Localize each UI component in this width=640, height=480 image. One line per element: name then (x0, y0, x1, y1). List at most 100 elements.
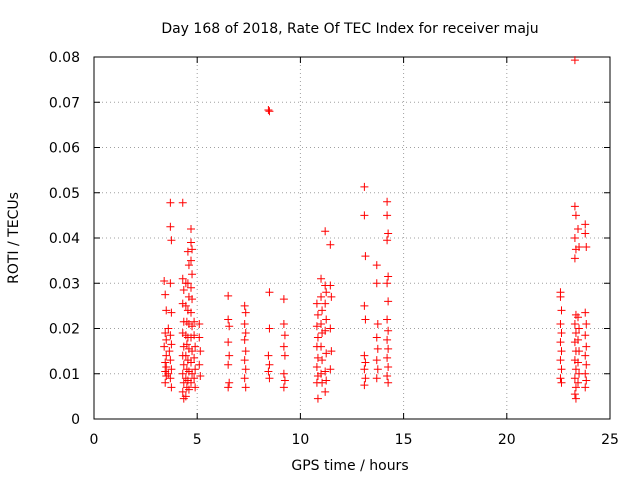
data-point (178, 387, 187, 396)
data-point (183, 247, 192, 256)
data-point (181, 351, 190, 360)
data-point (166, 279, 175, 288)
data-point (241, 308, 250, 317)
data-point (372, 279, 381, 288)
x-tick-label: 5 (193, 432, 202, 448)
data-point (162, 372, 171, 381)
data-point (582, 360, 591, 369)
data-point (179, 286, 188, 295)
y-tick-label: 0.05 (49, 186, 80, 202)
data-point (188, 295, 197, 304)
data-point (167, 236, 176, 245)
data-point (326, 365, 335, 374)
data-point (384, 362, 393, 371)
data-point (279, 342, 288, 351)
data-point (322, 376, 331, 385)
data-point (373, 365, 382, 374)
data-point (183, 279, 192, 288)
data-point (224, 338, 233, 347)
data-point (582, 319, 591, 328)
data-point (224, 291, 233, 300)
data-point (164, 324, 173, 333)
y-tick-label: 0.03 (49, 276, 80, 292)
data-point (265, 360, 274, 369)
data-point (571, 211, 580, 220)
data-point (280, 331, 289, 340)
data-point (570, 234, 579, 242)
data-point (224, 315, 233, 324)
data-point (571, 394, 580, 403)
data-point (312, 299, 321, 308)
data-point (326, 281, 335, 290)
data-point (581, 351, 590, 360)
data-point (575, 347, 584, 356)
data-point (384, 272, 393, 281)
data-point (241, 347, 250, 356)
data-point (187, 378, 196, 387)
data-point (313, 310, 322, 319)
data-point (279, 383, 288, 392)
data-point (187, 283, 196, 292)
data-point (321, 367, 330, 376)
data-point (190, 353, 199, 362)
data-point (360, 381, 369, 390)
data-point (178, 198, 187, 207)
data-point (322, 315, 331, 324)
data-point (167, 340, 176, 349)
data-point (383, 197, 392, 206)
data-point (265, 288, 274, 297)
data-point (383, 211, 392, 220)
data-point (317, 292, 326, 301)
data-point (187, 358, 196, 367)
data-point (224, 383, 233, 392)
data-point (190, 374, 199, 383)
data-point (225, 351, 234, 360)
data-point (574, 358, 583, 367)
data-point (161, 358, 170, 367)
data-point (240, 319, 249, 328)
data-point (582, 342, 591, 351)
data-point (279, 295, 288, 304)
x-tick-label: 20 (498, 432, 516, 448)
data-point (179, 378, 188, 387)
data-point (322, 288, 331, 297)
data-point (166, 222, 175, 231)
data-point (191, 383, 200, 392)
data-point (280, 376, 289, 385)
data-point (581, 383, 590, 392)
data-point (164, 369, 173, 378)
data-point (166, 198, 175, 207)
data-point (188, 270, 197, 279)
y-tick-label: 0 (71, 412, 80, 428)
data-point (582, 376, 591, 385)
data-point (581, 229, 590, 238)
data-point (167, 308, 176, 317)
data-point (167, 365, 176, 374)
y-tick-label: 0.02 (49, 322, 80, 338)
data-point (581, 331, 590, 340)
data-point (384, 344, 393, 353)
data-point (184, 261, 193, 270)
data-point (582, 243, 591, 252)
data-point (361, 252, 370, 261)
data-point (570, 202, 579, 211)
y-tick-label: 0.08 (49, 50, 80, 66)
data-point (161, 378, 170, 387)
data-point (557, 306, 566, 315)
data-point (557, 378, 566, 387)
data-point (570, 56, 579, 65)
data-point (318, 306, 327, 315)
data-point (317, 369, 326, 378)
data-point (313, 353, 322, 362)
y-tick-label: 0.01 (49, 367, 80, 383)
data-point (318, 378, 327, 387)
data-point (581, 220, 590, 229)
data-point (384, 297, 393, 306)
data-point (265, 324, 274, 333)
data-point (195, 319, 204, 328)
data-point (571, 310, 580, 319)
data-point (312, 322, 321, 331)
chart-title: Day 168 of 2018, Rate Of TEC Index for r… (161, 21, 538, 37)
data-point (574, 335, 583, 344)
